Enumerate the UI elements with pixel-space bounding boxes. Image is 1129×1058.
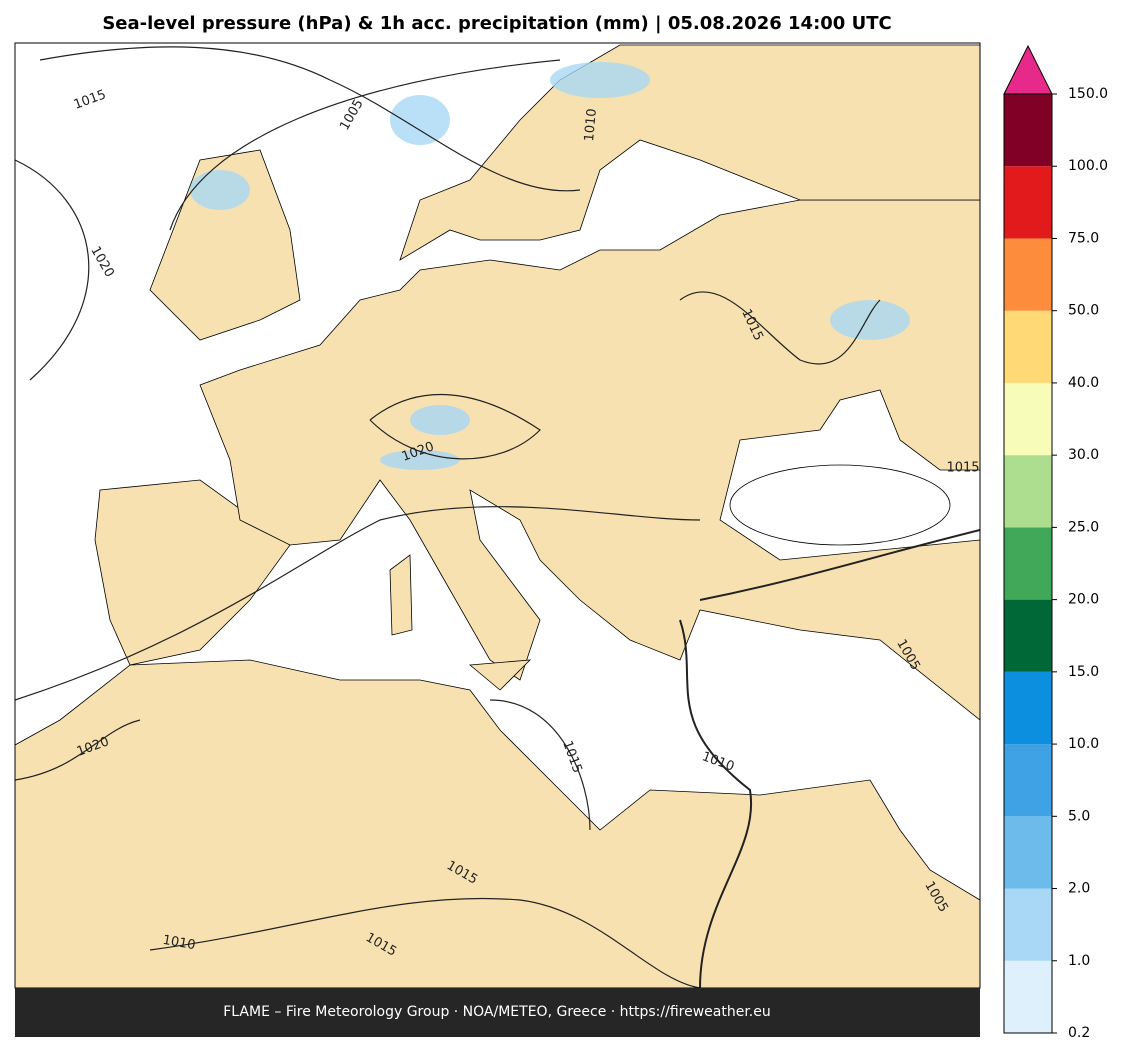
colorbar-segment (1004, 671, 1052, 745)
colorbar-tick-label: 30.0 (1068, 447, 1099, 463)
land (15, 44, 980, 988)
colorbar-tick-label: 0.2 (1068, 1025, 1090, 1041)
colorbar-tick-label: 15.0 (1068, 664, 1099, 680)
colorbar-segment (1004, 166, 1052, 239)
isobar-label: 1010 (161, 933, 196, 954)
colorbar-segment (1004, 527, 1052, 600)
colorbar-segment (1004, 94, 1052, 167)
map (15, 43, 980, 988)
footer-text: FLAME – Fire Meteorology Group · NOA/MET… (223, 1004, 771, 1020)
colorbar-segment (1004, 960, 1052, 1033)
colorbar-tick-label: 100.0 (1068, 158, 1108, 174)
colorbar-tick-label: 1.0 (1068, 953, 1090, 969)
colorbar-segment (1004, 816, 1052, 889)
colorbar-segment (1004, 238, 1052, 311)
title: Sea-level pressure (hPa) & 1h acc. preci… (102, 13, 891, 34)
colorbar-tick-label: 75.0 (1068, 230, 1099, 246)
colorbar-tick-label: 50.0 (1068, 303, 1099, 319)
colorbar-tick-label: 25.0 (1068, 519, 1099, 535)
colorbar-segment (1004, 455, 1052, 528)
colorbar-tick-label: 20.0 (1068, 592, 1099, 608)
colorbar-extension (1003, 44, 1053, 95)
isobars (15, 46, 980, 988)
colorbar-tick-label: 5.0 (1068, 808, 1090, 824)
colorbar-segment (1004, 382, 1052, 456)
colorbar-tick-label: 40.0 (1068, 375, 1099, 391)
colorbar-tick-label: 150.0 (1068, 86, 1108, 102)
colorbar-segment (1004, 599, 1052, 672)
colorbar-segment (1004, 888, 1052, 961)
colorbar-frame (1003, 93, 1053, 1034)
colorbar-tick-label: 2.0 (1068, 881, 1090, 897)
isobar-label: 1010 (582, 108, 600, 142)
footer-bar (15, 988, 980, 1037)
colorbar-segment (1004, 744, 1052, 817)
precipitation (190, 62, 910, 470)
isobar-label: 1015 (946, 461, 979, 476)
colorbar-segment (1004, 310, 1052, 383)
colorbar-tick-label: 10.0 (1068, 736, 1099, 752)
